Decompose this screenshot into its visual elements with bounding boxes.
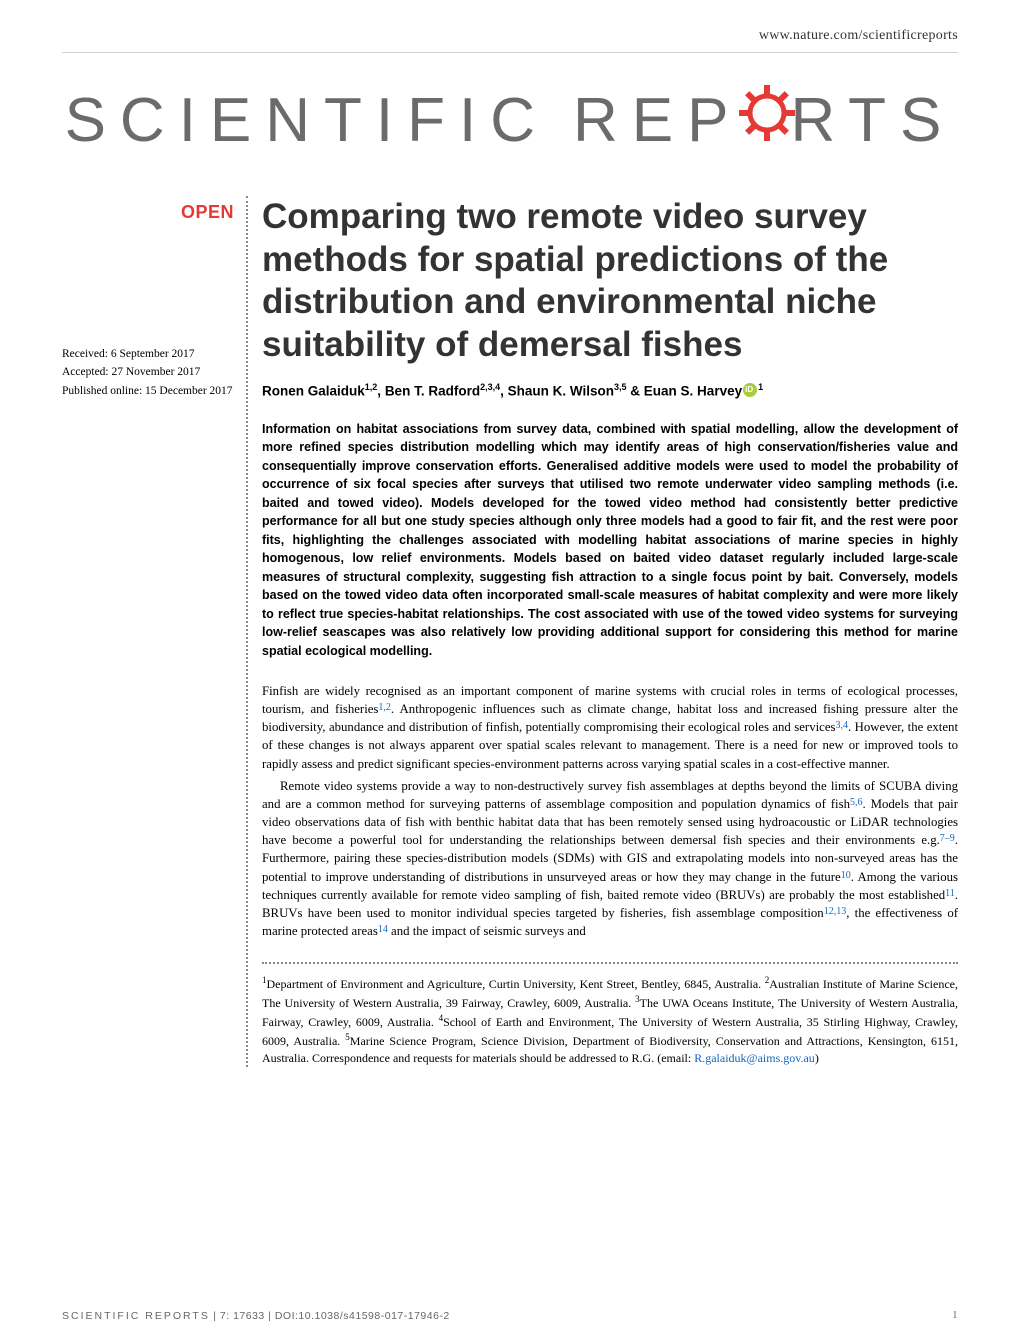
citation-link[interactable]: 14 [378,924,388,935]
aff-text: Marine Science Program, Science Division… [262,1034,958,1065]
header-url[interactable]: www.nature.com/scientificreports [62,28,958,44]
logo-text-2: REP [573,85,742,156]
published-date: Published online: 15 December 2017 [62,382,234,400]
author-2: Ben T. Radford [385,383,480,398]
header-divider [62,52,958,53]
citation-link[interactable]: 7–9 [940,833,955,844]
accepted-date: Accepted: 27 November 2017 [62,363,234,381]
logo-text-1: SCIENTIFIC [65,85,549,156]
body-paragraph-1: Finfish are widely recognised as an impo… [262,682,958,773]
body-text: and the impact of seismic surveys and [388,924,586,938]
footer-citation: SCIENTIFIC REPORTS | 7: 17633 | DOI:10.1… [62,1310,450,1322]
citation-link[interactable]: 12,13 [824,906,847,917]
aff-text: Department of Environment and Agricultur… [267,977,765,991]
citation-link[interactable]: 1,2 [378,702,391,713]
page-number: 1 [952,1310,958,1322]
affiliation-divider [262,962,958,964]
received-date: Received: 6 September 2017 [62,345,234,363]
author-3: Shaun K. Wilson [508,383,614,398]
open-access-badge: OPEN [62,202,234,223]
journal-logo: SCIENTIFIC REP [62,83,958,158]
citation-link[interactable]: 10 [841,870,851,881]
aff-text: ) [815,1051,819,1065]
author-4: Euan S. Harvey [644,383,742,398]
gear-icon [737,83,797,158]
affiliations: 1Department of Environment and Agricultu… [262,974,958,1067]
footer-doi: | 7: 17633 | DOI:10.1038/s41598-017-1794… [210,1310,450,1322]
article-title: Comparing two remote video survey method… [262,196,958,367]
author-1: Ronen Galaiduk [262,383,365,398]
citation-link[interactable]: 5,6 [850,797,863,808]
orcid-icon[interactable] [743,383,757,397]
authors-line: Ronen Galaiduk1,2, Ben T. Radford2,3,4, … [262,381,958,402]
author-2-aff: 2,3,4 [480,382,500,392]
author-3-aff: 3,5 [614,382,627,392]
correspondence-email[interactable]: R.galaiduk@aims.gov.au [694,1051,815,1065]
citation-link[interactable]: 11 [945,888,955,899]
left-column: OPEN Received: 6 September 2017 Accepted… [62,196,234,1067]
page-footer: SCIENTIFIC REPORTS | 7: 17633 | DOI:10.1… [62,1310,958,1322]
logo-text-3: RTS [791,85,956,156]
body-paragraph-2: Remote video systems provide a way to no… [262,777,958,940]
author-4-aff: 1 [758,382,763,392]
main-column: Comparing two remote video survey method… [246,196,958,1067]
footer-journal: SCIENTIFIC REPORTS [62,1310,210,1322]
publication-dates: Received: 6 September 2017 Accepted: 27 … [62,345,234,400]
author-1-aff: 1,2 [365,382,378,392]
abstract: Information on habitat associations from… [262,420,958,661]
citation-link[interactable]: 3,4 [836,720,849,731]
